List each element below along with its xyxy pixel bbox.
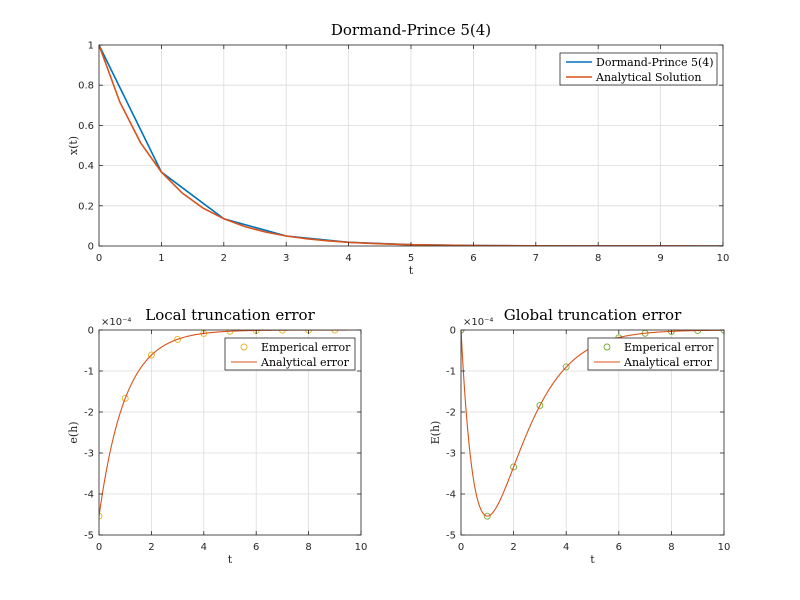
y-tick-label: 0.4 <box>78 161 94 172</box>
x-tick-label: 2 <box>510 542 516 553</box>
x-tick-label: 6 <box>470 253 476 264</box>
legend-label: Analytical error <box>260 356 350 369</box>
x-tick-label: 4 <box>563 542 569 553</box>
x-tick-label: 0 <box>96 253 102 264</box>
data-point <box>121 395 129 402</box>
y-tick-label: -3 <box>84 449 94 460</box>
y-tick-label: 0.2 <box>78 201 94 212</box>
x-tick-label: 6 <box>616 542 622 553</box>
data-point <box>99 512 103 520</box>
chart-title: Dormand-Prince 5(4) <box>331 21 491 39</box>
y-tick-label: -1 <box>446 367 456 378</box>
x-tick-label: 9 <box>657 253 663 264</box>
legend-marker-swatch <box>603 343 611 351</box>
axes-box <box>98 329 362 536</box>
x-tick-label: 7 <box>533 253 539 264</box>
data-point <box>562 363 570 371</box>
y-axis-label: E(h) <box>429 421 442 445</box>
x-tick-label: 5 <box>408 253 414 264</box>
y-tick-label: 1 <box>88 41 94 52</box>
data-point <box>147 351 155 359</box>
legend-label: Dormand-Prince 5(4) <box>596 56 714 69</box>
axes-box <box>460 329 725 536</box>
x-axis-label: t <box>409 264 414 277</box>
x-tick-label: 8 <box>305 542 311 553</box>
chart-local: 0 2 4 6 8 10 -5 -4 -3 -2 -1 0 ×10⁻⁴ Local truncation … <box>67 306 367 566</box>
x-tick-label: 0 <box>458 542 464 553</box>
x-tick-label: 2 <box>221 253 227 264</box>
data-point <box>510 463 518 471</box>
legend-label: Emperical error <box>261 341 351 354</box>
legend-box <box>224 337 356 371</box>
y-tick-label: -1 <box>84 367 94 378</box>
x-tick-label: 10 <box>717 253 730 264</box>
y-tick-label: 0 <box>450 326 456 337</box>
data-point <box>536 401 544 409</box>
legend: Emperical error Analytical error <box>587 337 719 371</box>
x-tick-label: 6 <box>253 542 259 553</box>
chart-title: Global truncation error <box>504 306 682 324</box>
y-tick-label: -3 <box>446 449 456 460</box>
x-tick-label: 2 <box>148 542 154 553</box>
y-tick-label: -2 <box>84 408 94 419</box>
x-tick-label: 0 <box>96 542 102 553</box>
y-tick-label: 0.8 <box>78 81 94 92</box>
y-axis-label: x(t) <box>67 136 80 155</box>
y-axis-label: e(h) <box>67 421 80 443</box>
legend-marker-swatch <box>240 343 248 351</box>
legend-label: Analytical error <box>623 356 713 369</box>
exponent-label: ×10⁻⁴ <box>101 317 131 328</box>
x-axis-label: t <box>228 553 233 566</box>
y-tick-label: 0 <box>88 242 94 253</box>
x-tick-label: 3 <box>283 253 289 264</box>
x-tick-label: 4 <box>201 542 207 553</box>
x-tick-label: 8 <box>668 542 674 553</box>
data-point <box>483 512 491 520</box>
y-tick-label: -4 <box>446 490 456 501</box>
legend-box <box>559 52 718 86</box>
y-tick-label: -5 <box>84 531 94 542</box>
y-tick-label: 0 <box>88 326 94 337</box>
y-tick-label: -2 <box>446 408 456 419</box>
exponent-label: ×10⁻⁴ <box>463 317 493 328</box>
y-tick-label: -4 <box>84 490 94 501</box>
legend: Emperical error Analytical error <box>224 337 356 371</box>
x-tick-label: 8 <box>595 253 601 264</box>
x-tick-label: 10 <box>355 542 368 553</box>
chart-main: 0 1 2 3 4 5 6 7 8 9 10 0 0.2 0.4 0.6 0.8 1 Dormand-Prince… <box>67 21 729 277</box>
x-axis-label: t <box>590 553 595 566</box>
y-tick-label: 0.6 <box>78 121 94 132</box>
x-tick-label: 10 <box>718 542 731 553</box>
data-point <box>174 335 182 343</box>
x-tick-label: 4 <box>345 253 351 264</box>
legend-box <box>587 337 719 371</box>
legend-label: Analytical Solution <box>595 71 701 84</box>
y-tick-label: -5 <box>446 531 456 542</box>
chart-global: 0 2 4 6 8 10 -5 -4 -3 -2 -1 0 ×10⁻⁴ Global truncation… <box>429 306 730 566</box>
legend: Dormand-Prince 5(4) Analytical Solution <box>559 52 718 86</box>
legend-label: Emperical error <box>624 341 714 354</box>
x-tick-label: 1 <box>158 253 164 264</box>
chart-title: Local truncation error <box>145 306 315 324</box>
